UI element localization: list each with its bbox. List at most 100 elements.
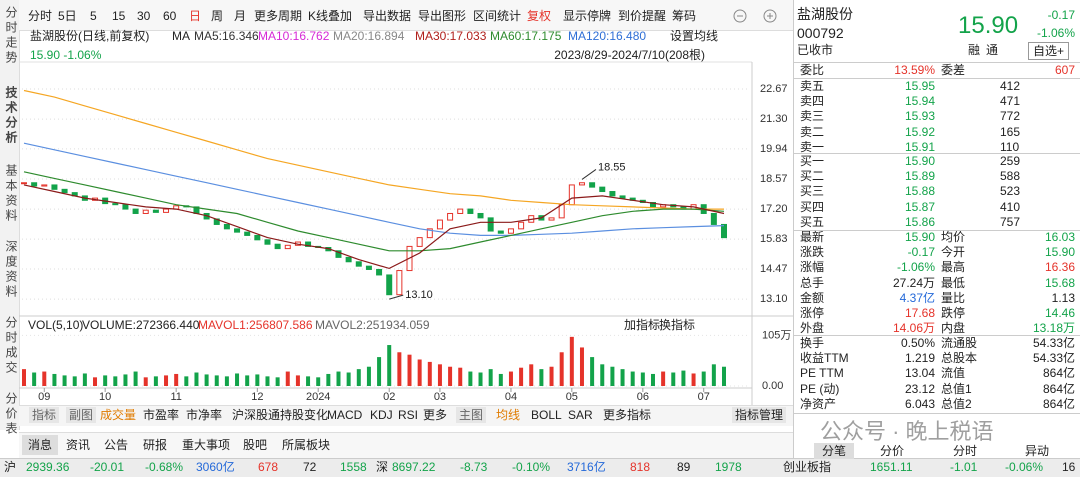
quote-tab[interactable]: 异动 (1025, 444, 1050, 458)
indicator-tab[interactable]: 市净率 (186, 408, 223, 422)
stat-value: 15.90 (904, 230, 935, 244)
news-tab[interactable]: 股吧 (243, 438, 268, 452)
toolbar-item[interactable]: 月 (234, 9, 247, 23)
side-tab[interactable]: 分价表 (4, 392, 18, 437)
stat-value: 15.90 (1044, 245, 1075, 260)
toolbar-item[interactable]: K线叠加 (308, 9, 353, 23)
indicator-tab[interactable]: RSI (398, 408, 419, 422)
indicator-tab[interactable]: SAR (568, 408, 593, 422)
stat-value: 27.24万 (892, 275, 935, 290)
news-tab[interactable]: 消息 (22, 435, 59, 455)
volume-bar (529, 364, 534, 386)
book-price: 15.92 (904, 124, 935, 139)
ma-setting[interactable]: 设置均线 (670, 29, 719, 43)
side-tab[interactable]: 深度资料 (4, 240, 18, 300)
indicator-tab[interactable]: 更多指标 (603, 408, 652, 422)
quote-tab[interactable]: 分时 (953, 444, 978, 458)
toolbar-item[interactable]: 导出数据 (363, 9, 412, 23)
indicator-tab[interactable]: 主图 (456, 407, 487, 423)
candle (365, 265, 372, 270)
status-item: -1.01 (950, 460, 978, 474)
indicator-tab[interactable]: 市盈率 (143, 408, 180, 422)
news-tab[interactable]: 研报 (143, 438, 168, 452)
candle (589, 182, 596, 188)
side-tab[interactable]: 基本资料 (4, 164, 18, 224)
candle (386, 274, 393, 296)
toolbar-item[interactable]: 导出图形 (418, 9, 467, 23)
stat-value: 1.13 (1051, 290, 1075, 305)
status-item: 沪 (4, 460, 17, 474)
add-indicator[interactable]: 加指标 (624, 318, 661, 332)
status-bar-bg (0, 458, 1080, 477)
side-tab[interactable]: 技术分析 (4, 86, 18, 146)
news-tab[interactable]: 公告 (104, 438, 129, 452)
side-tab[interactable]: 分时成交 (4, 316, 18, 376)
toolbar-item[interactable]: 区间统计 (473, 9, 522, 23)
switch-indicator[interactable]: 换指标 (659, 318, 696, 332)
toolbar-item[interactable]: 到价提醒 (618, 9, 667, 23)
side-tab[interactable]: 分时走势 (4, 6, 18, 66)
zoom-in-icon[interactable] (763, 9, 777, 23)
row-label: 委差 (941, 63, 966, 77)
indicator-tab[interactable]: 指标 (29, 407, 60, 423)
book-label: 卖一 (800, 139, 825, 154)
indicator-tab[interactable]: KDJ (370, 408, 393, 422)
volume-bar (214, 375, 219, 386)
candle (51, 184, 58, 190)
toolbar-item[interactable]: 筹码 (672, 9, 697, 23)
status-item: 3060亿 (196, 460, 235, 474)
candle (436, 219, 443, 230)
news-tab[interactable]: 所属板块 (282, 438, 331, 452)
toolbar-item[interactable]: 60 (163, 9, 177, 23)
volume-bar (701, 371, 706, 386)
toolbar-item[interactable]: 复权 (527, 9, 552, 23)
indicator-tab[interactable]: 更多 (423, 408, 448, 422)
volume-bar (417, 359, 422, 386)
toolbar-item[interactable]: 日 (189, 9, 202, 23)
volume-bar (153, 376, 158, 386)
zoom-out-icon[interactable] (733, 9, 747, 23)
toolbar-item[interactable]: 30 (137, 9, 151, 23)
indicator-tab[interactable]: BOLL (531, 408, 562, 422)
candle (132, 208, 139, 214)
watch-button[interactable]: 自选+ (1028, 42, 1070, 60)
toolbar-item[interactable]: 5 (90, 9, 97, 23)
toolbar-item[interactable]: 15 (112, 9, 126, 23)
volume-bar (397, 352, 402, 386)
volume-bar (508, 371, 513, 386)
book-label: 卖五 (800, 79, 825, 93)
indicator-tab[interactable]: 指标管理 (732, 407, 787, 423)
x-tick-label: 09 (38, 391, 50, 403)
book-label: 卖二 (800, 124, 825, 139)
indicator-tab[interactable]: 副图 (66, 407, 97, 423)
toolbar-item[interactable]: 周 (211, 9, 224, 23)
stat-value: 14.06万 (892, 321, 935, 336)
divider (794, 413, 1080, 414)
quote-tab[interactable]: 分价 (880, 444, 905, 458)
toolbar-item[interactable]: 更多周期 (254, 9, 303, 23)
row-value: 13.59% (894, 63, 935, 77)
volume-bar (62, 375, 67, 386)
indicator-tab[interactable]: 沪深股通持股变化 (232, 408, 329, 422)
indicator-tab[interactable]: MACD (327, 408, 363, 422)
status-item: 1978 (715, 460, 742, 474)
news-tab[interactable]: 资讯 (66, 438, 91, 452)
candle (122, 204, 129, 210)
stat-label: 内盘 (941, 321, 966, 336)
volume-bar (164, 375, 169, 386)
date-range: 2023/8/29-2024/7/10(208根) (554, 48, 705, 62)
toolbar-item[interactable]: 显示停牌 (563, 9, 612, 23)
volume-bar (336, 371, 341, 386)
x-tick-label: 12 (251, 391, 263, 403)
mavol2: MAVOL2:251934.059 (315, 318, 430, 332)
candle (254, 234, 261, 241)
news-tab[interactable]: 重大事项 (182, 438, 231, 452)
y-tick-label: 19.94 (760, 143, 788, 155)
toolbar-item[interactable]: 分时 (28, 9, 53, 23)
indicator-tab[interactable]: 成交量 (100, 408, 137, 422)
quote-tab[interactable]: 分笔 (814, 443, 855, 459)
toolbar-item[interactable]: 5日 (58, 9, 77, 23)
x-tick-label: 02 (383, 391, 395, 403)
indicator-tab[interactable]: 均线 (496, 408, 521, 422)
